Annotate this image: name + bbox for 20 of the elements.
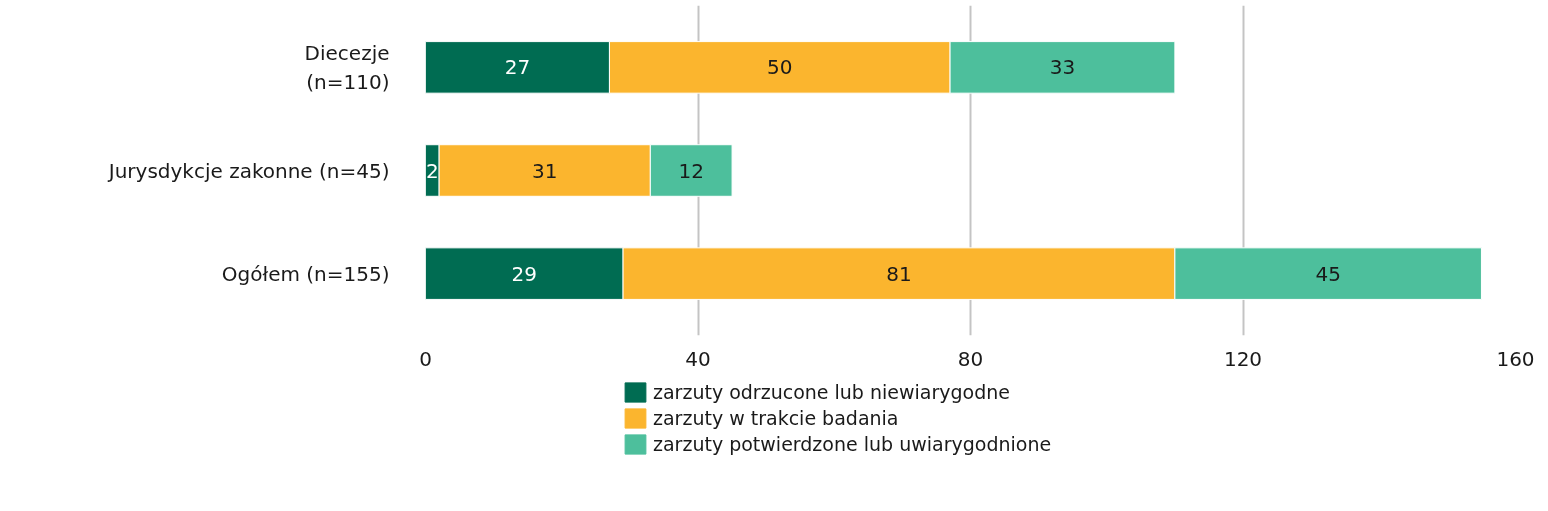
data-label: 2 (425, 158, 439, 183)
x-tick-label: 40 (685, 346, 711, 371)
data-label: 50 (767, 55, 793, 80)
data-label: 45 (1315, 261, 1341, 286)
legend-label: zarzuty potwierdzone lub uwiarygodnione (653, 433, 1052, 455)
x-tick-label: 80 (957, 346, 984, 371)
legend-label: zarzuty odrzucone lub niewiarygodne (653, 381, 1010, 403)
x-tick-label: 160 (1496, 346, 1535, 371)
data-label: 33 (1049, 55, 1076, 80)
data-label: 31 (531, 158, 558, 183)
y-tick-label: Jurysdykcje zakonne (n=45) (106, 158, 390, 183)
data-label: 27 (504, 55, 531, 80)
x-tick-label: 0 (419, 346, 432, 371)
x-tick-label: 120 (1223, 346, 1263, 371)
data-label: 12 (678, 158, 704, 183)
legend-label: zarzuty w trakcie badania (653, 407, 899, 429)
data-label: 81 (886, 261, 912, 286)
y-tick-label: Ogółem (n=155) (221, 261, 390, 286)
data-label: 29 (511, 261, 538, 286)
y-tick-label: Diecezje (n=110) (304, 40, 390, 94)
